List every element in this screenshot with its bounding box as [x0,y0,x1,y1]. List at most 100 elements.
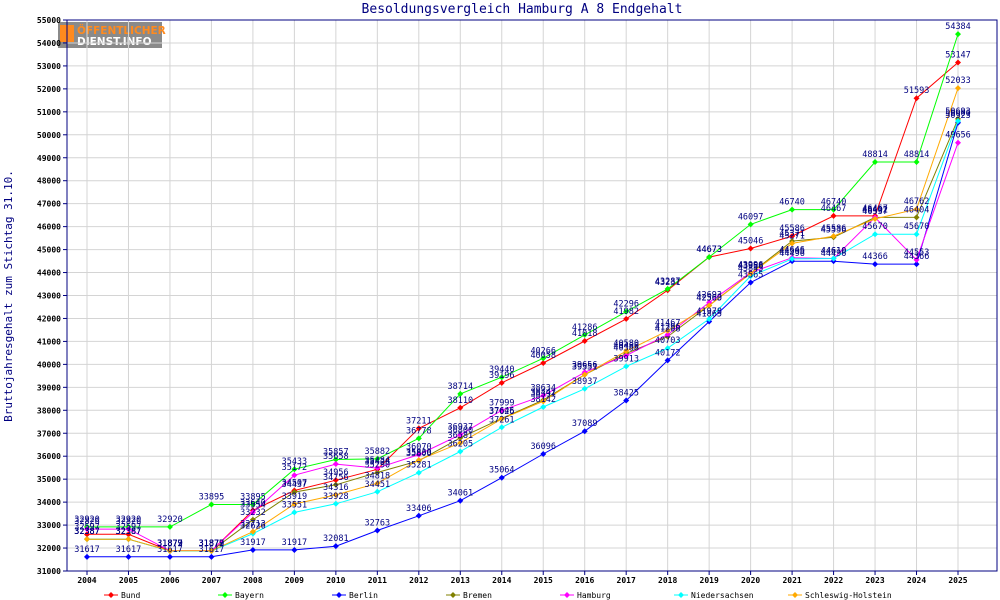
legend-marker [792,592,798,598]
data-label: 32387 [116,527,142,537]
data-label: 35882 [365,447,391,457]
series-line-bayern [87,33,959,528]
data-point [872,261,879,268]
x-tick-label: 2023 [865,576,884,585]
data-point [706,315,713,322]
data-label: 31877 [157,539,183,549]
logo-line2: DIENST.INFO [77,36,152,48]
data-label: 54384 [945,22,971,32]
data-point [540,398,547,405]
data-label: 42296 [613,300,639,310]
data-label: 33919 [282,492,308,502]
data-label: 43845 [738,264,764,274]
data-point [374,455,381,462]
data-point [581,428,588,435]
legend-entry: Bayern [235,591,264,600]
data-label: 32920 [116,515,142,525]
data-point [249,516,256,523]
x-tick-label: 2018 [658,576,677,585]
series-line-niedersachsen [87,120,959,552]
data-point [166,547,173,554]
data-label: 46404 [904,205,930,215]
data-label: 33928 [323,492,349,502]
data-point [872,159,879,166]
data-point [955,118,961,125]
data-point [830,255,837,262]
data-label: 50600 [945,109,971,119]
data-label: 38425 [613,389,639,399]
y-tick-label: 53000 [37,62,61,71]
x-tick-label: 2019 [700,576,719,585]
data-point [623,397,630,404]
data-label: 34316 [323,483,349,493]
y-tick-label: 41000 [37,337,61,346]
data-label: 34818 [365,471,391,481]
legend-entry: Hamburg [577,591,611,600]
data-label: 39656 [572,360,598,370]
x-tick-label: 2009 [285,576,304,585]
data-label: 44673 [696,245,722,255]
data-label: 32387 [116,527,142,537]
legend-marker [678,592,684,598]
data-label: 41286 [572,323,598,333]
data-label: 48814 [904,150,930,160]
series-line-hamburg [87,142,959,552]
legend-entry: Niedersachsen [691,591,754,600]
data-point [84,526,90,533]
data-label: 52033 [945,76,971,86]
data-point [84,536,90,543]
data-label: 31617 [157,545,183,555]
data-label: 32387 [74,527,100,537]
data-label: 35830 [406,448,432,458]
x-tick-label: 2004 [77,576,96,585]
data-label: 44610 [821,247,847,257]
data-label: 32763 [365,519,391,529]
data-label: 32826 [74,517,100,527]
data-label: 45271 [779,231,805,241]
data-point [498,407,505,414]
data-label: 32597 [116,522,142,532]
data-label: 33551 [282,500,308,510]
data-label: 49656 [945,131,971,141]
x-tick-label: 2024 [907,576,926,585]
data-point [747,270,754,277]
data-point [457,390,464,397]
data-label: 33640 [240,498,266,508]
data-label: 44646 [779,246,805,256]
data-label: 31872 [199,539,225,549]
data-point [664,327,671,334]
data-label: 53147 [945,51,971,61]
data-point [498,424,505,431]
data-label: 44366 [904,252,930,262]
data-label: 39196 [489,371,515,381]
data-label: 36581 [447,431,473,441]
data-label: 41982 [613,307,639,317]
data-point [291,472,298,479]
data-point [125,531,132,538]
data-point [457,497,464,504]
y-tick-label: 39000 [37,383,61,392]
x-tick-label: 2011 [368,576,387,585]
data-point [374,469,381,476]
data-point [872,215,879,222]
x-tick-label: 2006 [160,576,179,585]
data-point [955,59,961,66]
data-label: 46740 [821,198,847,208]
data-label: 40388 [613,343,639,353]
data-point [125,536,132,543]
data-label: 46467 [862,204,888,214]
x-tick-label: 2017 [617,576,636,585]
data-label: 42563 [696,294,722,304]
legend-marker [336,592,342,598]
y-tick-label: 32000 [37,544,61,553]
data-label: 40580 [613,339,639,349]
legend-marker [450,592,456,598]
data-label: 36937 [447,423,473,433]
y-tick-label: 36000 [37,452,61,461]
data-label: 38142 [530,395,556,405]
data-label: 32081 [323,534,349,544]
data-label: 46097 [738,212,764,222]
data-label: 39913 [613,354,639,364]
data-point [415,512,422,519]
